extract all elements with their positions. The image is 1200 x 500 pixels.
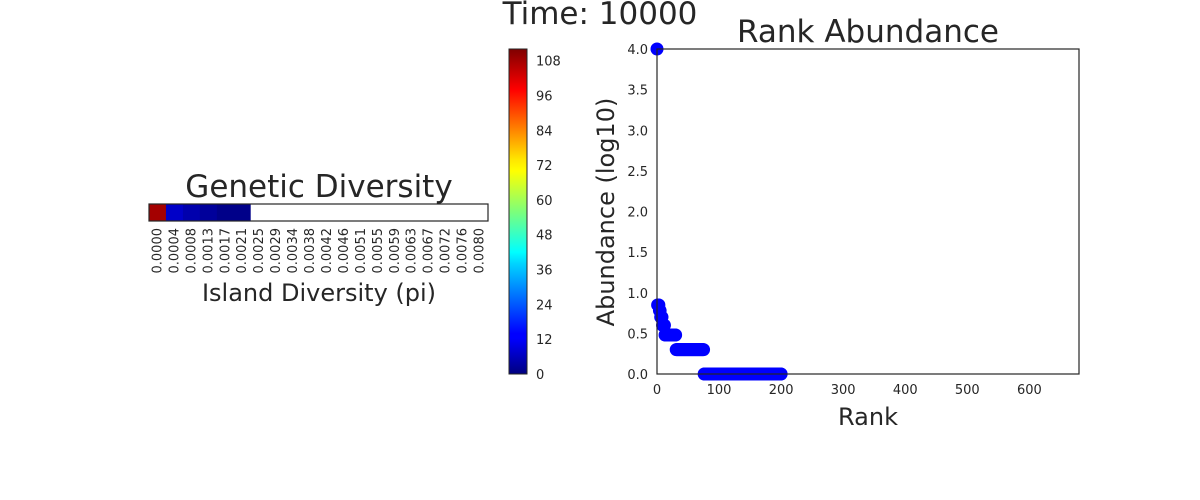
heatmap-tick-label: 0.0038 [303,228,318,274]
heatmap-cells [149,204,489,221]
heatmap-cell [165,204,184,221]
heatmap-tick-label: 0.0076 [456,228,471,274]
heatmap-tick-label: 0.0080 [473,228,488,274]
heatmap-cell [250,204,269,221]
colorbar-tick-label: 24 [536,298,553,313]
rank-abundance-frame [656,48,1080,375]
colorbar-tick-label: 60 [536,194,553,209]
rank-xlabel: Rank [838,403,898,431]
rank-y-tick-label: 3.5 [627,84,648,99]
heatmap-tick-label: 0.0008 [184,228,199,274]
figure-suptitle: Time: 10000 [502,0,698,32]
heatmap-tick-label: 0.0025 [252,228,267,274]
heatmap-cell [149,204,167,221]
heatmap-tick-label: 0.0000 [150,228,165,274]
heatmap-tick-label: 0.0051 [354,228,369,274]
rank-abundance-panel: Rank Abundance 0 100 200 300 400 500 600 0.00.… [592,14,1080,431]
colorbar-ticks: 0 12 24 36 48 60 72 84 96 108 [536,55,561,383]
rank-y-tick-label: 1.5 [627,246,648,261]
heatmap-tick-label: 0.0004 [167,228,182,274]
colorbar-gradient [508,48,528,375]
genetic-diversity-panel: Genetic Diversity 0.0000 0.0004 0.0008 0.00… [148,169,489,307]
heatmap-cell [403,204,421,221]
heatmap-cell [318,204,336,221]
rank-x-tick-label: 400 [893,383,918,398]
heatmap-frame [148,203,489,222]
rank-x-tick-label: 600 [1017,383,1042,398]
rank-y-tick-label: 3.0 [627,124,648,139]
heatmap-cell [420,204,438,221]
rank-x-tick-label: 0 [653,383,661,398]
rank-abundance-points [650,42,788,381]
heatmap-cell [267,204,286,221]
heatmap-cell [182,204,201,221]
colorbar-tick-label: 96 [536,89,553,104]
heatmap-tick-label: 0.0059 [388,228,403,274]
rank-y-tick-label: 4.0 [627,43,648,58]
heatmap-xlabel: Island Diversity (pi) [202,279,436,307]
heatmap-cell [437,204,455,221]
rank-y-tick-label: 2.0 [627,206,648,221]
colorbar-tick-label: 48 [536,229,553,244]
rank-y-tick-label: 2.5 [627,165,648,180]
rank-abundance-point [697,343,711,357]
heatmap-tick-label: 0.0072 [439,228,454,274]
genetic-diversity-title: Genetic Diversity [185,169,452,205]
rank-ylabel: Abundance (log10) [592,98,620,327]
heatmap-tick-label: 0.0055 [371,228,386,274]
rank-abundance-title: Rank Abundance [737,14,999,50]
colorbar-tick-label: 12 [536,333,553,348]
heatmap-tick-label: 0.0046 [337,228,352,274]
colorbar: 0 12 24 36 48 60 72 84 96 108 [508,48,561,383]
heatmap-tick-label: 0.0042 [320,228,335,274]
heatmap-tick-label: 0.0017 [218,228,233,274]
heatmap-tick-label: 0.0063 [405,228,420,274]
heatmap-cell [454,204,472,221]
rank-x-tick-label: 300 [831,383,856,398]
rank-y-tick-label: 0.5 [627,327,648,342]
heatmap-tick-label: 0.0034 [286,228,301,274]
rank-abundance-point [669,328,683,342]
rank-y-tick-label: 1.0 [627,287,648,302]
rank-y-tick-label: 0.0 [627,368,648,383]
rank-x-tick-label: 500 [955,383,980,398]
rank-abundance-point [657,318,671,332]
heatmap-tick-label: 0.0021 [235,228,250,274]
colorbar-tick-label: 0 [536,368,544,383]
heatmap-cell [216,204,235,221]
heatmap-cell [199,204,218,221]
heatmap-cell [352,204,370,221]
rank-x-ticks: 0 100 200 300 400 500 600 [653,383,1042,398]
heatmap-cell [233,204,252,221]
rank-y-ticks: 0.0 0.5 1.0 1.5 2.0 2.5 3.0 3.5 4.0 [627,43,648,383]
colorbar-tick-label: 108 [536,55,561,70]
heatmap-tick-label: 0.0067 [422,228,437,274]
heatmap-tick-label: 0.0013 [201,228,216,274]
colorbar-tick-label: 36 [536,264,553,279]
heatmap-tick-label: 0.0029 [269,228,284,274]
colorbar-tick-label: 72 [536,159,553,174]
heatmap-cell [471,204,489,221]
rank-x-tick-label: 200 [769,383,794,398]
colorbar-tick-label: 84 [536,124,553,139]
rank-x-tick-label: 100 [707,383,732,398]
heatmap-tick-labels: 0.0000 0.0004 0.0008 0.0013 0.0017 0.0021 0.00… [150,228,487,274]
heatmap-cell [301,204,319,221]
heatmap-cell [335,204,353,221]
heatmap-cell [284,204,303,221]
heatmap-cell [386,204,404,221]
heatmap-cell [369,204,387,221]
